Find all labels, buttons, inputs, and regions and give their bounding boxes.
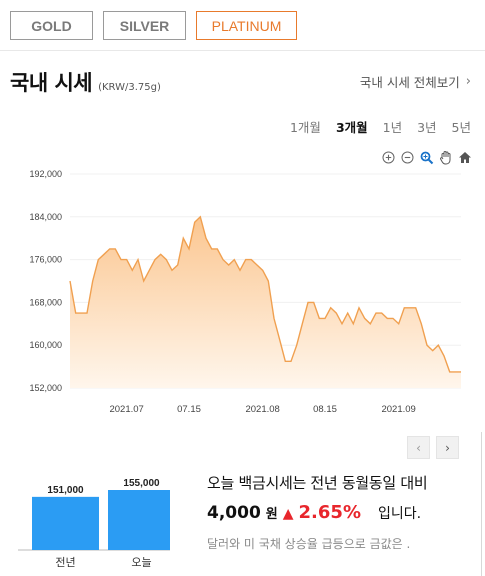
page-title: 국내 시세 [10,71,93,95]
y-tick-label: 160,000 [29,340,62,350]
period-tab-1y[interactable]: 1년 [382,120,403,135]
header-divider [0,50,485,51]
x-tick-label: 08.15 [313,404,337,415]
compare-bar [32,496,99,550]
y-tick-label: 168,000 [29,297,62,307]
diff-suffix: 입니다. [377,506,422,522]
price-area [70,216,461,388]
period-tab-1m[interactable]: 1개월 [289,120,321,135]
y-tick-label: 152,000 [29,383,62,393]
x-tick-label: 2021.09 [381,404,415,415]
x-tick-label: 2021.07 [109,404,143,415]
diff-percent: 2.65% [298,502,361,523]
bar-value-label: 155,000 [123,478,160,489]
chart-pager: ‹ › [407,436,459,459]
summary-panel: 오늘 백금시세는 전년 동월동일 대비 4,000 원 ▲ 2.65% 입니다.… [207,472,428,552]
compare-bar [108,490,170,550]
view-all-link[interactable]: 국내 시세 전체보기 › [360,72,471,91]
diff-unit: 원 [265,507,278,522]
tab-platinum[interactable]: PLATINUM [196,11,297,40]
x-tick-label: 2021.08 [245,404,279,415]
next-button[interactable]: › [436,436,459,459]
tab-silver[interactable]: SILVER [103,11,186,40]
y-tick-label: 184,000 [29,212,62,222]
bar-value-label: 151,000 [47,485,84,496]
metal-tabs: GOLD SILVER PLATINUM [10,11,297,40]
chevron-right-icon: › [465,74,471,89]
tab-gold[interactable]: GOLD [10,11,93,40]
magnifier-icon[interactable] [419,150,434,165]
y-tick-label: 192,000 [29,169,62,179]
period-tab-3y[interactable]: 3년 [417,120,437,135]
bar-category-label: 전년 [55,556,75,569]
summary-heading: 오늘 백금시세는 전년 동월동일 대비 [207,474,428,492]
title-row: 국내 시세 (KRW/3.75g) [10,67,161,97]
period-tab-5y[interactable]: 5년 [451,120,471,135]
pan-hand-icon[interactable] [438,150,453,165]
zoom-out-icon[interactable] [400,150,415,165]
side-rule [481,432,482,576]
price-area-chart: 192,000 184,000 176,000 168,000 160,000 152,0… [29,169,461,415]
diff-amount: 4,000 [207,503,261,523]
period-tab-3m[interactable]: 3개월 [335,120,368,135]
view-all-label: 국내 시세 전체보기 [359,75,460,90]
zoom-in-icon[interactable] [381,150,396,165]
summary-diff: 4,000 원 ▲ 2.65% 입니다. [207,502,427,523]
year-compare-bar-chart: 151,000 전년 155,000 오늘 [18,478,170,569]
period-tabs: 1개월 3개월 1년 3년 5년 [290,117,471,136]
up-arrow-icon: ▲ [282,506,294,522]
y-tick-label: 176,000 [29,255,62,265]
price-line [69,215,461,373]
prev-button[interactable]: ‹ [407,436,430,459]
x-tick-label: 07.15 [177,404,201,415]
bar-category-label: 오늘 [131,556,151,569]
unit-label: (KRW/3.75g) [98,82,161,93]
summary-note: 달러와 미 국채 상승율 급등으로 금값은 . [207,537,411,551]
chart-toolbar [381,150,472,165]
home-icon[interactable] [457,150,472,165]
